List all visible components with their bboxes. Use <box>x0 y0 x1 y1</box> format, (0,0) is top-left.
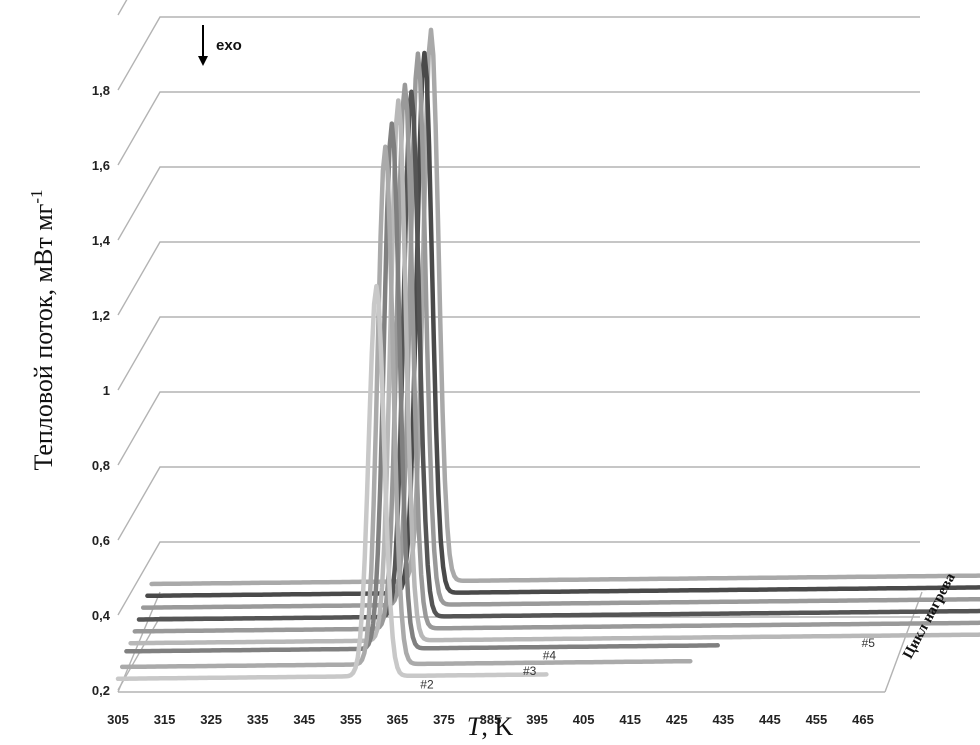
y-tick-label: 0,8 <box>92 458 110 473</box>
y-gridline <box>117 466 920 541</box>
x-tick-label: 395 <box>526 712 548 727</box>
exo-label: exo <box>216 37 242 54</box>
y-gridline <box>117 91 920 166</box>
y-gridline <box>117 391 920 466</box>
x-tick-label: 385 <box>480 712 502 727</box>
x-tick-labels: 305 315 325 335 345 355 365 375 385 395 405 415 425 4… <box>107 712 874 727</box>
series-line <box>124 121 720 654</box>
x-axis-label: T, K <box>467 712 513 741</box>
series-line <box>145 50 980 599</box>
series-label: #5 <box>862 636 876 650</box>
x-tick-label: 355 <box>340 712 362 727</box>
x-tick-label: 415 <box>619 712 641 727</box>
y-tick-label: 1,4 <box>92 233 111 248</box>
series-label: #3 <box>523 664 537 678</box>
series-line <box>128 98 980 646</box>
x-tick-label: 445 <box>759 712 781 727</box>
x-tick-label: 405 <box>573 712 595 727</box>
y-tick-label: 0,6 <box>92 533 110 548</box>
series-label: #4 <box>543 648 557 662</box>
x-tick-label: 465 <box>852 712 874 727</box>
x-tick-label: 375 <box>433 712 455 727</box>
series-line <box>140 51 980 610</box>
y-gridline <box>117 316 920 391</box>
x-tick-label: 315 <box>154 712 176 727</box>
x-tick-label: 325 <box>200 712 222 727</box>
y-gridline <box>117 0 128 16</box>
series-line <box>136 89 980 622</box>
y-tick-label: 1,2 <box>92 308 110 323</box>
x-tick-label: 345 <box>293 712 315 727</box>
x-tick-label: 455 <box>806 712 828 727</box>
exo-indicator: exo <box>198 25 242 66</box>
floor-right-edge <box>884 591 923 693</box>
y-tick-label: 1 <box>103 383 110 398</box>
series-lines <box>115 27 980 682</box>
series-labels: #10#9#8#7#6#5#4#3#2 <box>420 636 876 692</box>
series-line <box>119 144 693 670</box>
y-tick-labels: 0,2 0,4 0,6 0,8 1 1,2 1,4 1,6 1,8 <box>92 83 111 698</box>
x-tick-label: 425 <box>666 712 688 727</box>
y-gridline <box>117 541 920 616</box>
x-tick-label: 305 <box>107 712 129 727</box>
series-line <box>149 27 980 587</box>
y-tick-label: 1,8 <box>92 83 110 98</box>
y-axis-label: Тепловой поток, мВт мг-1 <box>27 189 58 470</box>
exo-arrow-head-icon <box>198 56 208 66</box>
grid <box>117 0 923 693</box>
series-line <box>115 283 549 682</box>
y-gridline <box>117 166 920 241</box>
x-tick-label: 335 <box>247 712 269 727</box>
x-tick-label: 435 <box>712 712 734 727</box>
y-tick-label: 1,6 <box>92 158 110 173</box>
z-axis-label: Цикл нагрева <box>900 570 959 662</box>
y-gridline <box>117 241 920 316</box>
series-label: #2 <box>420 677 434 691</box>
x-tick-label: 365 <box>387 712 409 727</box>
y-tick-label: 0,2 <box>92 683 110 698</box>
y-tick-label: 0,4 <box>92 608 111 623</box>
y-gridline <box>117 16 920 91</box>
